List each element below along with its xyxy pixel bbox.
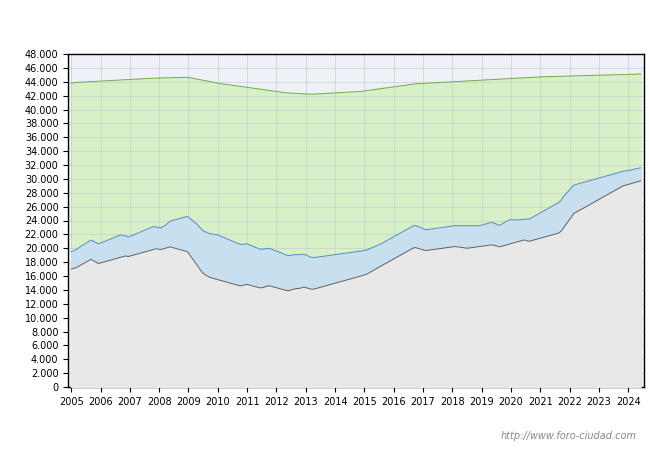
Text: http://www.foro-ciudad.com: http://www.foro-ciudad.com <box>501 431 637 441</box>
Text: Viladecans - Evolucion de la poblacion en edad de Trabajar Mayo de 2024: Viladecans - Evolucion de la poblacion e… <box>69 15 581 30</box>
